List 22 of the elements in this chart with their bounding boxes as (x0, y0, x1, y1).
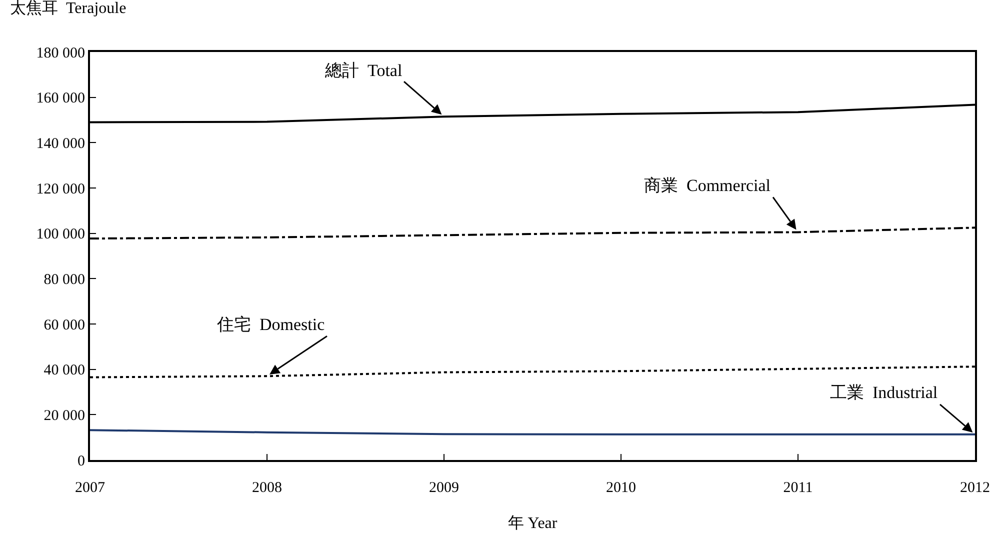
y-tick-label: 160 000 (36, 90, 85, 107)
series-label: 工業 Industrial (830, 383, 938, 402)
y-tick-label: 0 (78, 453, 85, 470)
y-tick-label: 100 000 (36, 226, 85, 243)
y-tick-label: 40 000 (44, 362, 85, 379)
text: 住宅 Domestic (216, 315, 326, 334)
text: 總計 Total (324, 61, 402, 80)
y-tick-label: 140 000 (36, 136, 85, 152)
y-tick-label: 120 000 (36, 181, 85, 198)
y-tick-label: 60 000 (44, 317, 85, 334)
x-tick-label: 2010 (606, 480, 636, 496)
x-tick-label: 2008 (252, 480, 282, 496)
x-axis-title: 年 Year (508, 515, 558, 532)
y-axis-title: 太焦耳 Terajoule (10, 0, 126, 17)
y-tick-label: 180 000 (36, 45, 85, 62)
text: 商業 Commercial (644, 176, 771, 195)
y-tick-label: 80 000 (44, 272, 85, 288)
x-tick-label: 2011 (783, 480, 813, 496)
y-tick-label: 20 000 (44, 408, 85, 424)
x-tick-label: 2007 (75, 480, 106, 496)
x-tick-label: 2009 (429, 480, 459, 496)
x-tick-label: 2012 (960, 480, 990, 496)
